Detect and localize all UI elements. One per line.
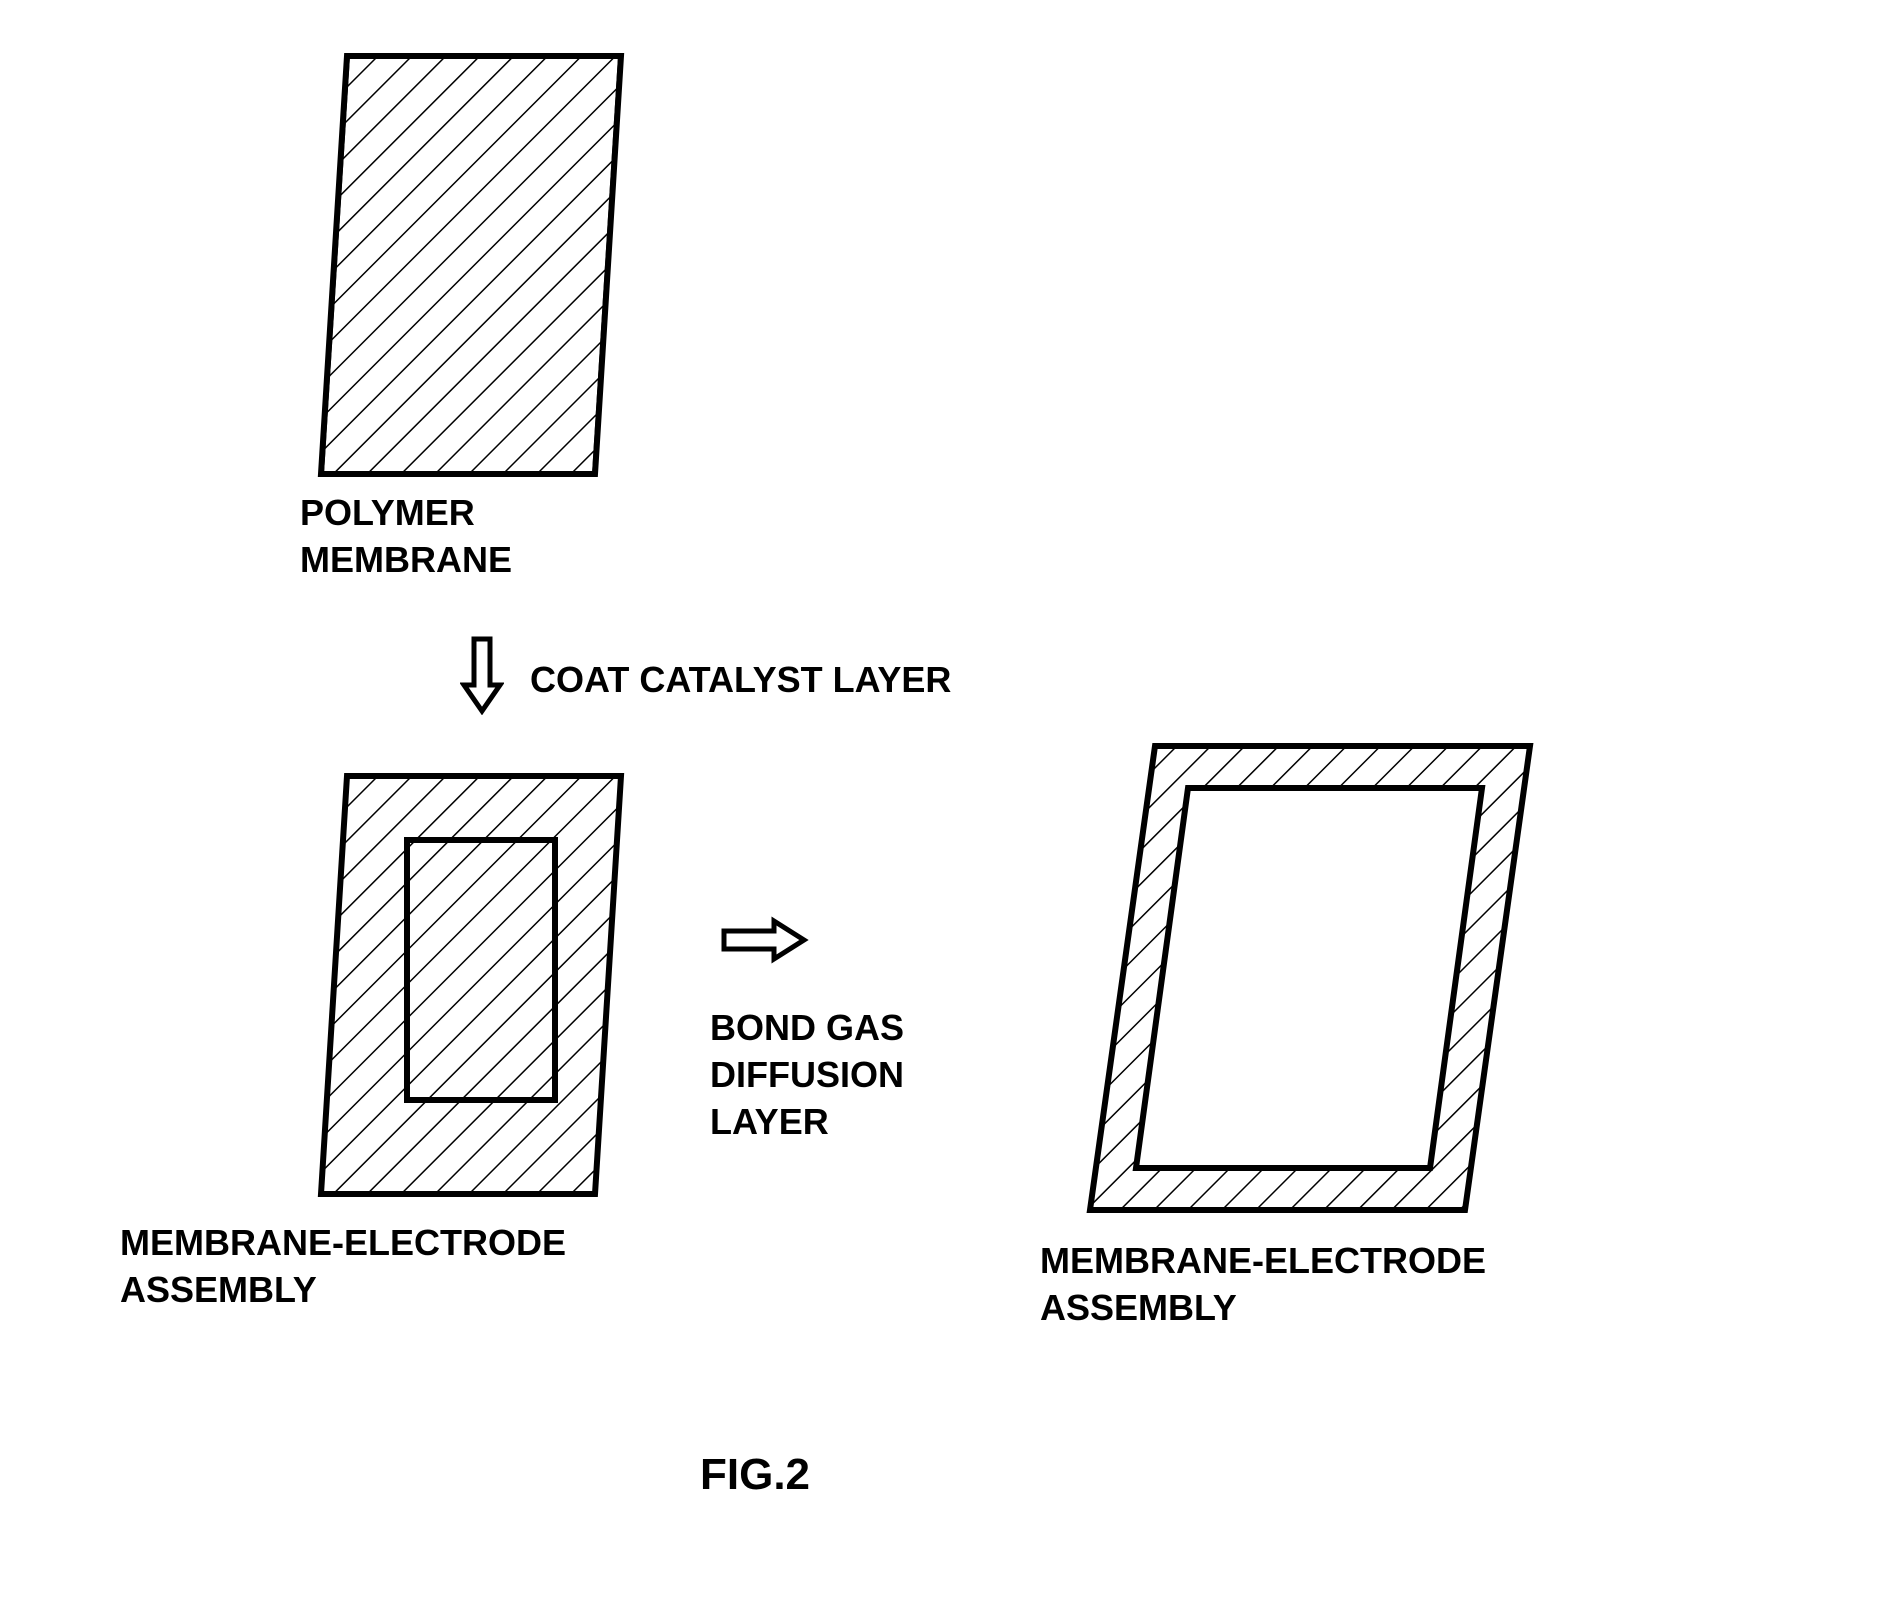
mea-right-label: MEMBRANE-ELECTRODE ASSEMBLY <box>1040 1238 1486 1332</box>
coat-catalyst-label: COAT CATALYST LAYER <box>530 657 951 704</box>
bond-gas-label: BOND GAS DIFFUSION LAYER <box>710 1005 904 1145</box>
polymer-membrane-shape <box>315 50 635 480</box>
arrow-right-icon <box>720 915 810 965</box>
arrow-down-icon <box>460 635 504 715</box>
figure-label: FIG.2 <box>700 1450 810 1500</box>
mea-left-label: MEMBRANE-ELECTRODE ASSEMBLY <box>120 1220 566 1314</box>
mea-left-shape <box>315 770 635 1200</box>
mea-right-shape <box>1080 740 1540 1220</box>
polymer-membrane-label: POLYMER MEMBRANE <box>300 490 512 584</box>
diagram-container: POLYMER MEMBRANE COAT CATALYST LAYER MEM… <box>0 0 1887 1603</box>
